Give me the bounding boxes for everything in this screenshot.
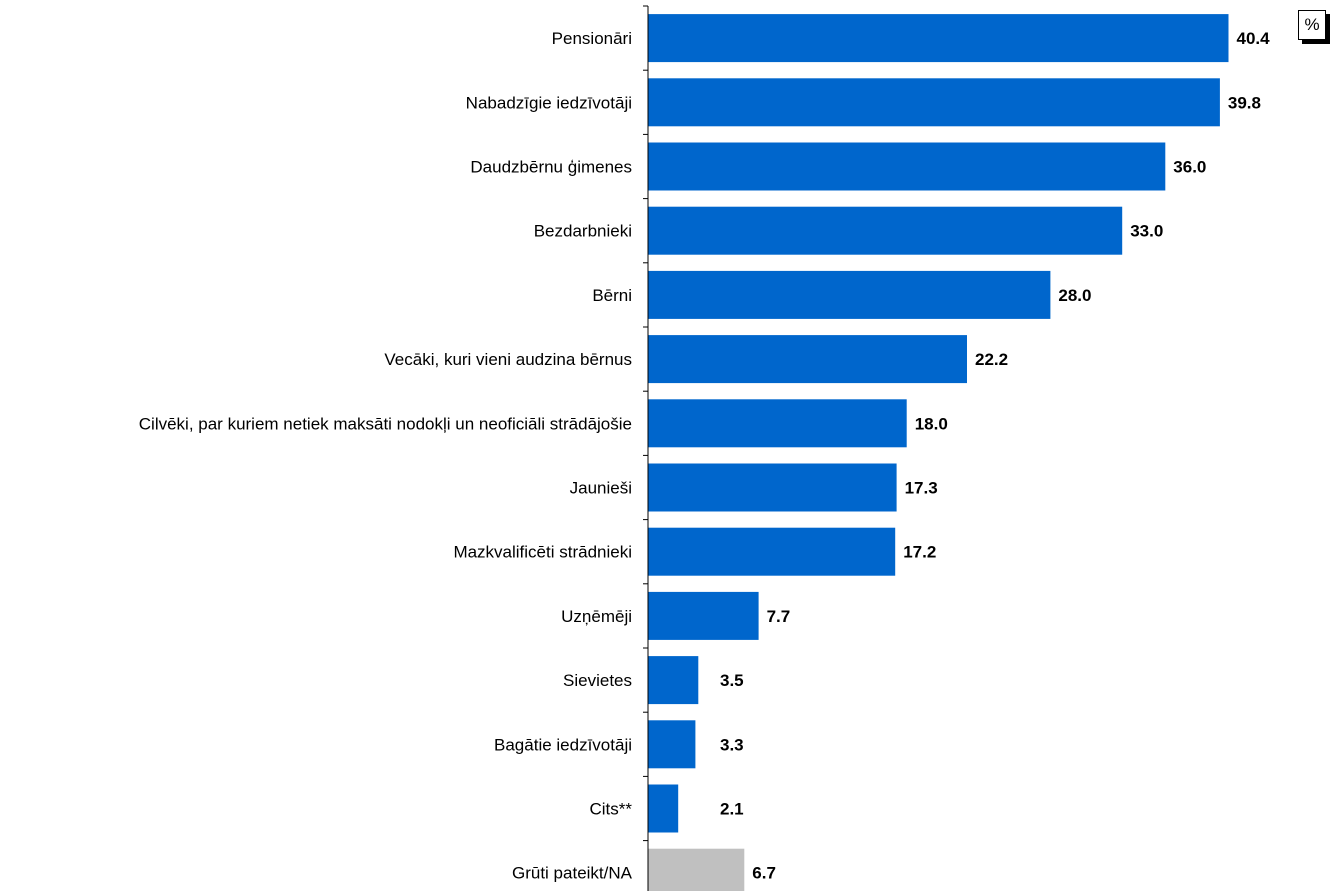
value-label: 39.8 bbox=[1228, 93, 1261, 112]
category-label: Mazkvalificēti strādnieki bbox=[453, 543, 632, 562]
value-label: 17.3 bbox=[905, 479, 938, 498]
value-label: 22.2 bbox=[975, 350, 1008, 369]
value-label: 17.2 bbox=[903, 543, 936, 562]
category-label: Pensionāri bbox=[552, 29, 632, 48]
category-label: Jaunieši bbox=[570, 479, 632, 498]
category-label: Uzņēmēji bbox=[561, 607, 632, 626]
value-label: 3.3 bbox=[720, 735, 744, 754]
bar bbox=[648, 142, 1166, 191]
bar bbox=[648, 656, 699, 705]
value-label: 28.0 bbox=[1058, 286, 1091, 305]
category-label: Bērni bbox=[592, 286, 632, 305]
bar bbox=[648, 720, 696, 769]
bar bbox=[648, 206, 1123, 255]
category-label: Bezdarbnieki bbox=[534, 222, 632, 241]
category-label: Sievietes bbox=[563, 671, 632, 690]
category-label: Bagātie iedzīvotāji bbox=[494, 735, 632, 754]
category-label: Nabadzīgie iedzīvotāji bbox=[466, 93, 632, 112]
category-label: Cilvēki, par kuriem netiek maksāti nodok… bbox=[139, 414, 632, 433]
category-label: Grūti pateikt/NA bbox=[512, 864, 633, 883]
bar bbox=[648, 399, 907, 448]
category-label: Vecāki, kuri vieni audzina bērnus bbox=[384, 350, 632, 369]
bar bbox=[648, 335, 967, 384]
value-label: 18.0 bbox=[915, 414, 948, 433]
category-label: Daudzbērnu ģimenes bbox=[470, 158, 632, 177]
value-label: 33.0 bbox=[1130, 222, 1163, 241]
bar bbox=[648, 14, 1229, 63]
bar bbox=[648, 463, 897, 512]
bar bbox=[648, 591, 759, 640]
bar bbox=[648, 78, 1220, 127]
bar bbox=[648, 270, 1051, 319]
value-label: 3.5 bbox=[720, 671, 744, 690]
unit-label: % bbox=[1304, 15, 1320, 34]
value-label: 2.1 bbox=[720, 800, 744, 819]
value-label: 6.7 bbox=[752, 864, 776, 883]
bar bbox=[648, 527, 896, 576]
bar bbox=[648, 848, 745, 896]
value-label: 40.4 bbox=[1237, 29, 1271, 48]
category-label: Cits** bbox=[589, 800, 632, 819]
unit-label-box: % bbox=[1298, 10, 1326, 40]
bar bbox=[648, 784, 679, 833]
value-label: 36.0 bbox=[1173, 158, 1206, 177]
value-label: 7.7 bbox=[767, 607, 791, 626]
